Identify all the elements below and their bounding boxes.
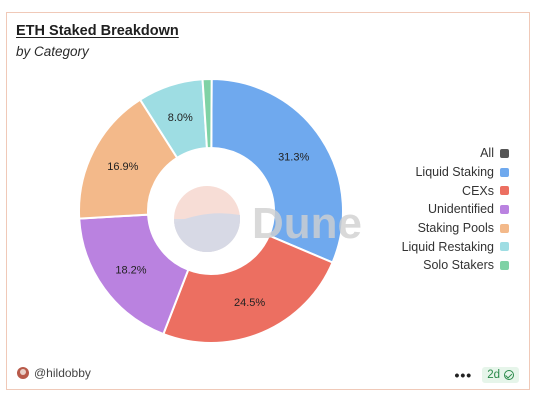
chart-legend: All Liquid Staking CEXs Unidentified Stakin… xyxy=(402,144,509,275)
freshness-badge[interactable]: 2d xyxy=(482,367,519,383)
donut-slice[interactable] xyxy=(210,77,344,264)
donut-slice[interactable] xyxy=(201,78,213,150)
legend-swatch xyxy=(500,204,509,214)
legend-label: CEXs xyxy=(462,183,494,198)
slice-data-label: 8.0% xyxy=(168,112,193,124)
legend-swatch xyxy=(500,186,509,196)
legend-item[interactable]: Liquid Staking xyxy=(402,163,509,182)
legend-item[interactable]: CEXs xyxy=(402,181,509,200)
author-name: @hildobby xyxy=(34,366,91,380)
check-circle-icon xyxy=(504,370,514,380)
chart-card: ETH Staked Breakdown by Category Dune 31… xyxy=(6,12,530,390)
donut-chart: Dune 31.3% 24.5% 18.2% 16.9% 8.0% xyxy=(78,77,362,344)
slice-data-label: 31.3% xyxy=(278,152,309,164)
chart-title[interactable]: ETH Staked Breakdown xyxy=(16,23,179,39)
legend-item[interactable]: Staking Pools xyxy=(402,219,509,238)
legend-label: Liquid Restaking xyxy=(401,239,494,254)
legend-item[interactable]: Unidentified xyxy=(402,200,509,219)
slice-data-label: 24.5% xyxy=(234,297,265,309)
dune-logo-icon xyxy=(174,186,240,252)
legend-label: Unidentified xyxy=(427,202,494,217)
legend-label: Staking Pools xyxy=(417,221,494,236)
chart-subtitle: by Category xyxy=(16,44,89,59)
ellipsis-icon[interactable]: ••• xyxy=(454,367,473,383)
legend-label: Solo Stakers xyxy=(423,258,494,273)
donut-slice[interactable] xyxy=(162,234,334,344)
legend-item[interactable]: Solo Stakers xyxy=(402,256,509,275)
avatar xyxy=(17,367,29,379)
legend-item[interactable]: Liquid Restaking xyxy=(402,237,509,256)
slice-data-label: 18.2% xyxy=(115,264,146,276)
legend-label: Liquid Staking xyxy=(415,165,494,180)
dune-watermark: Dune xyxy=(252,199,362,248)
footer-actions: ••• 2d xyxy=(454,367,519,383)
legend-swatch xyxy=(500,260,509,270)
age-text: 2d xyxy=(487,369,500,381)
legend-item-all[interactable]: All xyxy=(402,144,509,163)
legend-swatch xyxy=(500,223,509,233)
slice-data-label: 16.9% xyxy=(107,161,138,173)
legend-label: All xyxy=(480,146,494,161)
legend-swatch xyxy=(500,167,509,177)
legend-swatch xyxy=(500,242,509,252)
donut-slice[interactable] xyxy=(78,213,190,336)
author-info[interactable]: @hildobby xyxy=(17,366,91,380)
legend-swatch xyxy=(500,148,509,158)
